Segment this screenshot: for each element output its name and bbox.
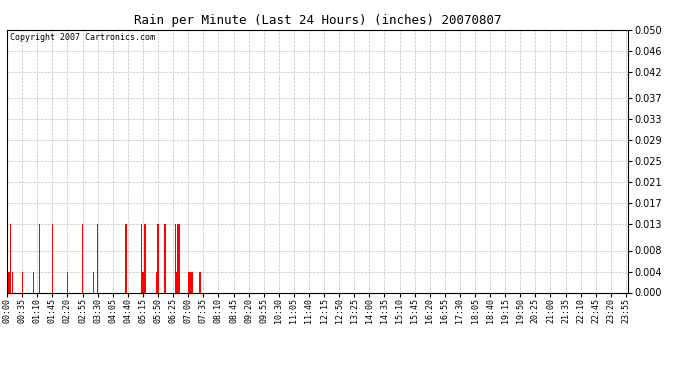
- Title: Rain per Minute (Last 24 Hours) (inches) 20070807: Rain per Minute (Last 24 Hours) (inches)…: [134, 15, 501, 27]
- Text: Copyright 2007 Cartronics.com: Copyright 2007 Cartronics.com: [10, 33, 155, 42]
